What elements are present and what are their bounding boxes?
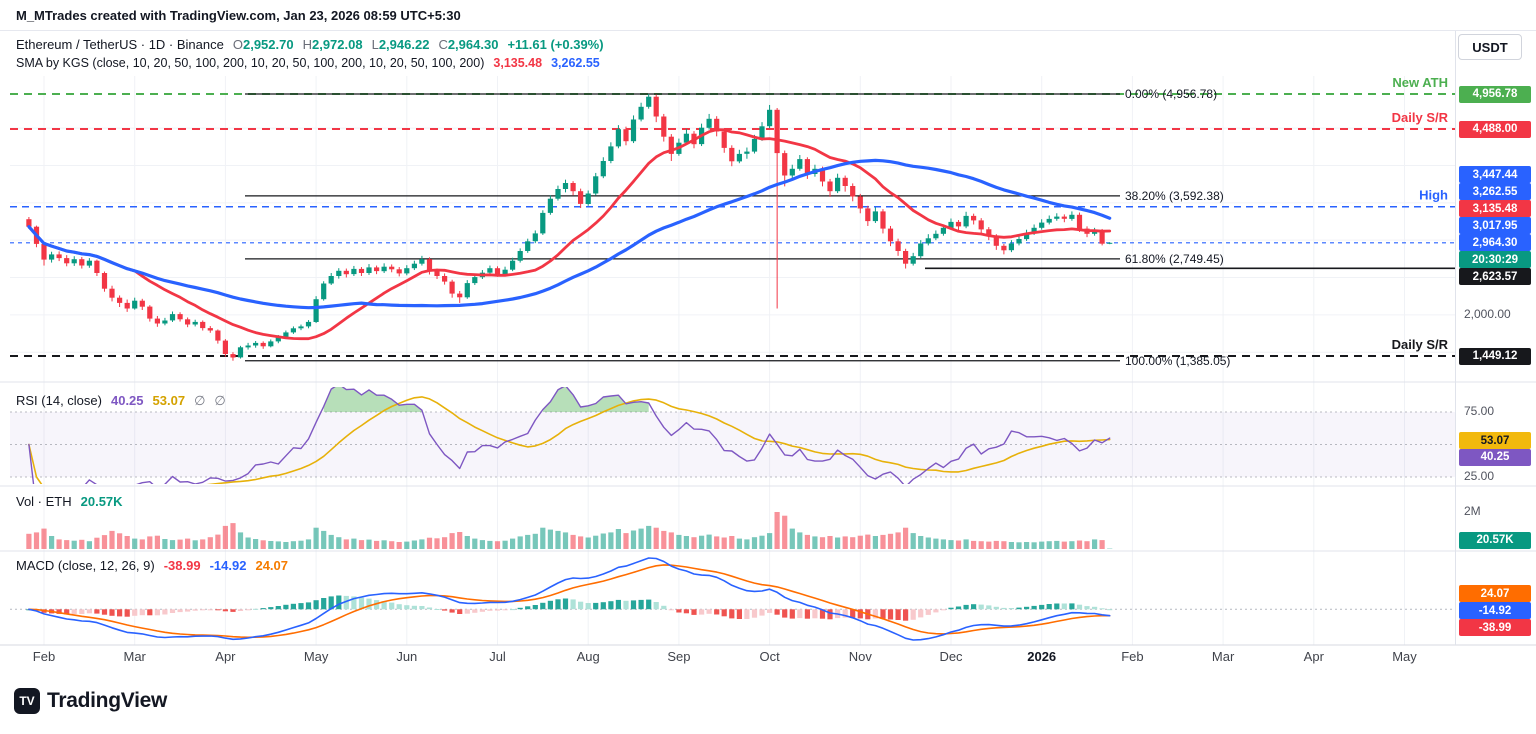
tradingview-wordmark: TradingView — [47, 689, 168, 712]
svg-text:Feb: Feb — [1121, 649, 1143, 664]
currency-button[interactable]: USDT — [1458, 34, 1522, 60]
axis-label-pill: -14.92 — [1459, 602, 1531, 620]
axis-label-pill: 24.07 — [1459, 585, 1531, 603]
axis-label-pill: 3,262.55 — [1459, 183, 1531, 201]
macd-line-value: -14.92 — [209, 558, 247, 573]
svg-text:Nov: Nov — [849, 649, 873, 664]
axis-label-pill: 20:30:29 — [1459, 251, 1531, 269]
volume-value: 20.57K — [80, 494, 123, 509]
svg-text:Mar: Mar — [124, 649, 147, 664]
rsi-legend[interactable]: RSI (14, close) 40.25 53.07 ∅ ∅ — [16, 393, 226, 409]
axis-label-pill: -38.99 — [1459, 619, 1531, 637]
svg-text:Dec: Dec — [939, 649, 963, 664]
axis-label-text: 75.00 — [1464, 404, 1495, 418]
rsi-value: 40.25 — [110, 393, 144, 408]
symbol-legend[interactable]: Ethereum / TetherUS · 1D · Binance O2,95… — [16, 37, 604, 52]
axis-label-pill: 1,449.12 — [1459, 347, 1531, 365]
axis-label-text: 2,000.00 — [1464, 306, 1511, 321]
rsi-null-2: ∅ — [214, 393, 226, 408]
axis-label-pill: 4,956.78 — [1459, 85, 1531, 103]
indicator-legend[interactable]: SMA by KGS (close, 10, 20, 50, 100, 200,… — [16, 56, 600, 70]
volume-legend[interactable]: Vol · ETH 20.57K — [16, 494, 123, 509]
svg-text:Apr: Apr — [215, 649, 236, 664]
svg-text:61.80% (2,749.45): 61.80% (2,749.45) — [1125, 252, 1224, 266]
rsi-null-1: ∅ — [194, 393, 206, 408]
axis-label-text: 2M — [1464, 504, 1481, 518]
ohlc-close: C2,964.30 — [438, 37, 499, 52]
svg-text:High: High — [1419, 188, 1448, 203]
axis-label-pill: 3,017.95 — [1459, 217, 1531, 235]
svg-text:100.00% (1,385.05): 100.00% (1,385.05) — [1125, 354, 1230, 368]
axis-label-pill: 53.07 — [1459, 432, 1531, 449]
macd-signal-value: 24.07 — [255, 558, 289, 573]
svg-text:Aug: Aug — [577, 649, 600, 664]
axis-label-pill: 4,488.00 — [1459, 120, 1531, 138]
svg-text:Mar: Mar — [1212, 649, 1235, 664]
indicator-title[interactable]: SMA by KGS (close, 10, 20, 50, 100, 200,… — [16, 56, 485, 70]
macd-legend[interactable]: MACD (close, 12, 26, 9) -38.99 -14.92 24… — [16, 558, 288, 573]
svg-text:May: May — [304, 649, 329, 664]
axis-label-text: 25.00 — [1464, 469, 1495, 483]
svg-text:Feb: Feb — [33, 649, 55, 664]
rsi-ma-value: 53.07 — [152, 393, 186, 408]
svg-text:Daily S/R: Daily S/R — [1392, 110, 1449, 125]
sma-fast-value: 3,135.48 — [493, 56, 543, 70]
axis-label-pill: 3,135.48 — [1459, 200, 1531, 218]
symbol-title[interactable]: Ethereum / TetherUS · 1D · Binance — [16, 37, 224, 52]
macd-hist-value: -38.99 — [163, 558, 201, 573]
svg-text:Oct: Oct — [759, 649, 780, 664]
svg-text:Jul: Jul — [489, 649, 506, 664]
ohlc-low: L2,946.22 — [371, 37, 430, 52]
tradingview-logo-icon: TV — [14, 688, 40, 714]
change-value: +11.61 (+0.39%) — [507, 37, 604, 52]
axis-label-pill: 3,447.44 — [1459, 166, 1531, 184]
rsi-title[interactable]: RSI (14, close) — [16, 393, 102, 408]
tradingview-logo[interactable]: TV TradingView — [14, 688, 167, 714]
axis-label-pill: 20.57K — [1459, 531, 1531, 549]
ohlc-high: H2,972.08 — [302, 37, 363, 52]
svg-text:May: May — [1392, 649, 1417, 664]
svg-text:Daily S/R: Daily S/R — [1392, 337, 1449, 352]
axis-label-pill: 40.25 — [1459, 448, 1531, 466]
svg-text:38.20% (3,592.38): 38.20% (3,592.38) — [1125, 189, 1224, 203]
svg-text:2026: 2026 — [1027, 649, 1056, 664]
svg-text:Apr: Apr — [1304, 649, 1325, 664]
volume-title[interactable]: Vol · ETH — [16, 494, 72, 509]
sma-slow-value: 3,262.55 — [551, 56, 600, 70]
svg-text:New ATH: New ATH — [1392, 75, 1448, 90]
svg-text:Jun: Jun — [396, 649, 417, 664]
ohlc-open: O2,952.70 — [232, 37, 294, 52]
attribution-text: M_MTrades created with TradingView.com, … — [16, 7, 461, 23]
svg-text:0.00% (4,956.78): 0.00% (4,956.78) — [1125, 87, 1217, 101]
svg-text:Sep: Sep — [667, 649, 690, 664]
attribution-bar: M_MTrades created with TradingView.com, … — [0, 0, 1536, 31]
axis-label-pill: 2,964.30 — [1459, 234, 1531, 252]
macd-title[interactable]: MACD (close, 12, 26, 9) — [16, 558, 155, 573]
axis-label-pill: 2,623.57 — [1459, 268, 1531, 286]
